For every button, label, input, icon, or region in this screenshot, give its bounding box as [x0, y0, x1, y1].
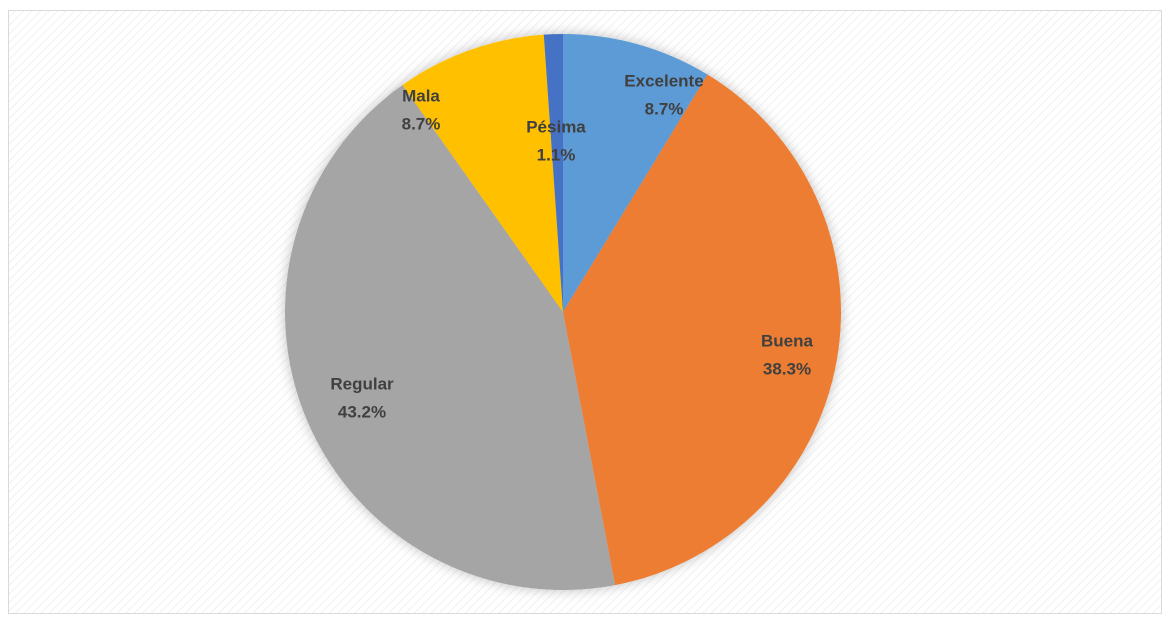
- pie-slice: [285, 85, 616, 591]
- slice-value-label: 43.2%: [338, 402, 386, 421]
- pie-slice: [543, 34, 563, 312]
- slice-category-label: Mala: [402, 86, 440, 105]
- pie-slice: [563, 74, 841, 586]
- data-labels: Excelente 8.7% Buena 38.3% Regular 43.2% Mala 8…: [330, 71, 813, 421]
- slice-value-label: 8.7%: [402, 114, 441, 133]
- slice-category-label: Buena: [761, 331, 814, 350]
- pie-slice: [563, 34, 708, 312]
- slice-category-label: Pésima: [526, 117, 586, 136]
- slice-category-label: Regular: [330, 374, 394, 393]
- slice-value-label: 1.1%: [537, 145, 576, 164]
- slice-value-label: 38.3%: [763, 359, 811, 378]
- pie: [285, 34, 841, 591]
- slice-value-label: 8.7%: [645, 99, 684, 118]
- pie-slice: [402, 34, 563, 312]
- slice-category-label: Excelente: [624, 71, 703, 90]
